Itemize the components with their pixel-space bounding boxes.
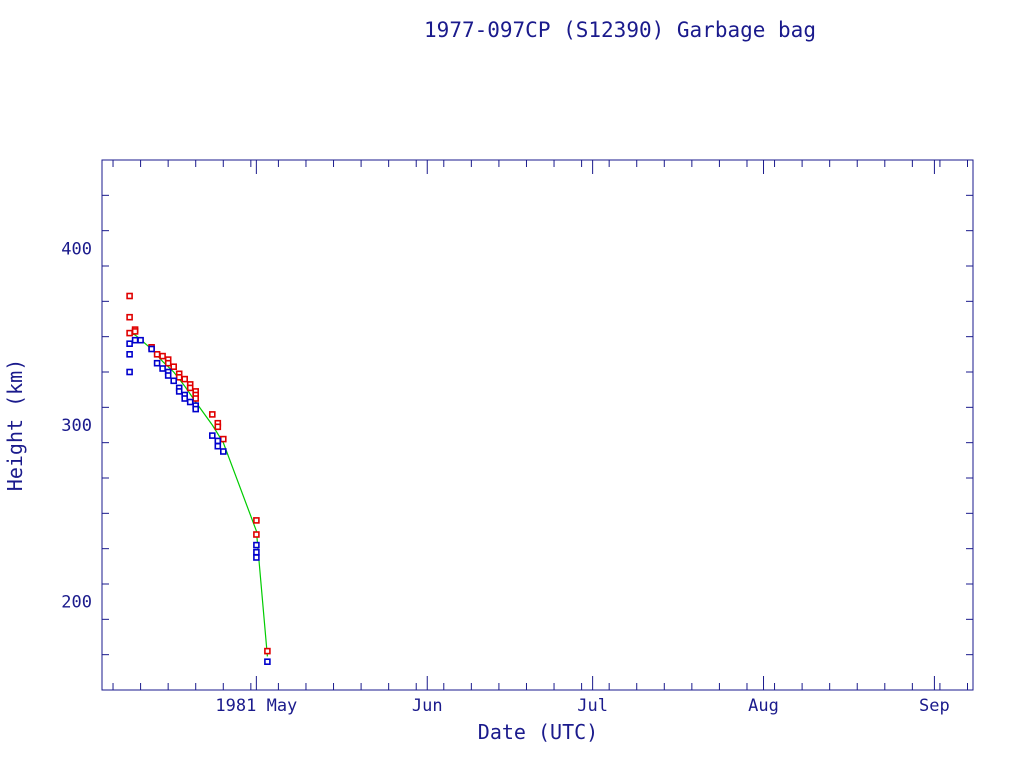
- apogee-point: [175, 373, 183, 381]
- x-tick-label: Jul: [577, 696, 608, 716]
- tick-labels: 200 300 400 1981 May Jun Jul Aug Sep: [61, 239, 949, 716]
- perigee-point: [186, 398, 194, 406]
- x-tick-label: Sep: [919, 696, 950, 716]
- perigee-point: [192, 405, 199, 413]
- apogee-point: [181, 375, 188, 383]
- perigee-point: [253, 548, 260, 556]
- perigee-point: [264, 658, 271, 666]
- mean-height-line: [129, 332, 268, 657]
- perigee-point: [153, 359, 161, 367]
- perigee-point: [209, 432, 216, 439]
- x-axis-title: Date (UTC): [478, 720, 598, 744]
- apogee-point: [253, 531, 260, 538]
- perigee-point: [214, 442, 222, 450]
- apogee-point: [209, 411, 216, 418]
- perigee-point: [164, 372, 172, 379]
- y-tick-label: 200: [61, 593, 92, 613]
- axis-ticks: [102, 159, 973, 691]
- perigee-point: [220, 448, 227, 455]
- x-tick-label: Jun: [412, 696, 443, 716]
- apogee-point: [153, 350, 161, 358]
- data-points: [126, 292, 271, 666]
- apogee-point: [164, 359, 172, 367]
- apogee-point: [131, 328, 139, 335]
- perigee-point: [126, 340, 133, 348]
- apogee-point: [253, 517, 260, 524]
- y-tick-label: 400: [61, 239, 92, 259]
- apogee-point: [126, 329, 133, 337]
- perigee-point: [170, 377, 177, 385]
- x-tick-label: 1981 May: [215, 696, 297, 716]
- perigee-point: [214, 437, 222, 445]
- perigee-point: [137, 336, 144, 344]
- chart-title: 1977-097CP (S12390) Garbage bag: [424, 18, 816, 42]
- perigee-point: [148, 345, 155, 353]
- apogee-point: [192, 395, 199, 402]
- perigee-point: [131, 336, 139, 344]
- apogee-point: [264, 647, 271, 655]
- apogee-point: [214, 423, 222, 431]
- perigee-point: [175, 388, 183, 395]
- perigee-point: [253, 541, 260, 549]
- perigee-point: [181, 395, 188, 402]
- apogee-point: [126, 292, 133, 300]
- y-axis-title: Height (km): [3, 359, 27, 491]
- y-tick-label: 300: [61, 416, 92, 436]
- perigee-point: [126, 350, 133, 358]
- perigee-point: [159, 365, 166, 372]
- x-tick-label: Aug: [748, 696, 779, 716]
- perigee-point: [253, 554, 260, 561]
- plot-frame: [101, 159, 974, 691]
- perigee-point: [126, 368, 133, 376]
- apogee-point: [170, 363, 177, 371]
- apogee-point: [186, 384, 194, 392]
- apogee-point: [220, 435, 227, 443]
- apogee-point: [159, 352, 166, 360]
- apogee-point: [126, 313, 133, 321]
